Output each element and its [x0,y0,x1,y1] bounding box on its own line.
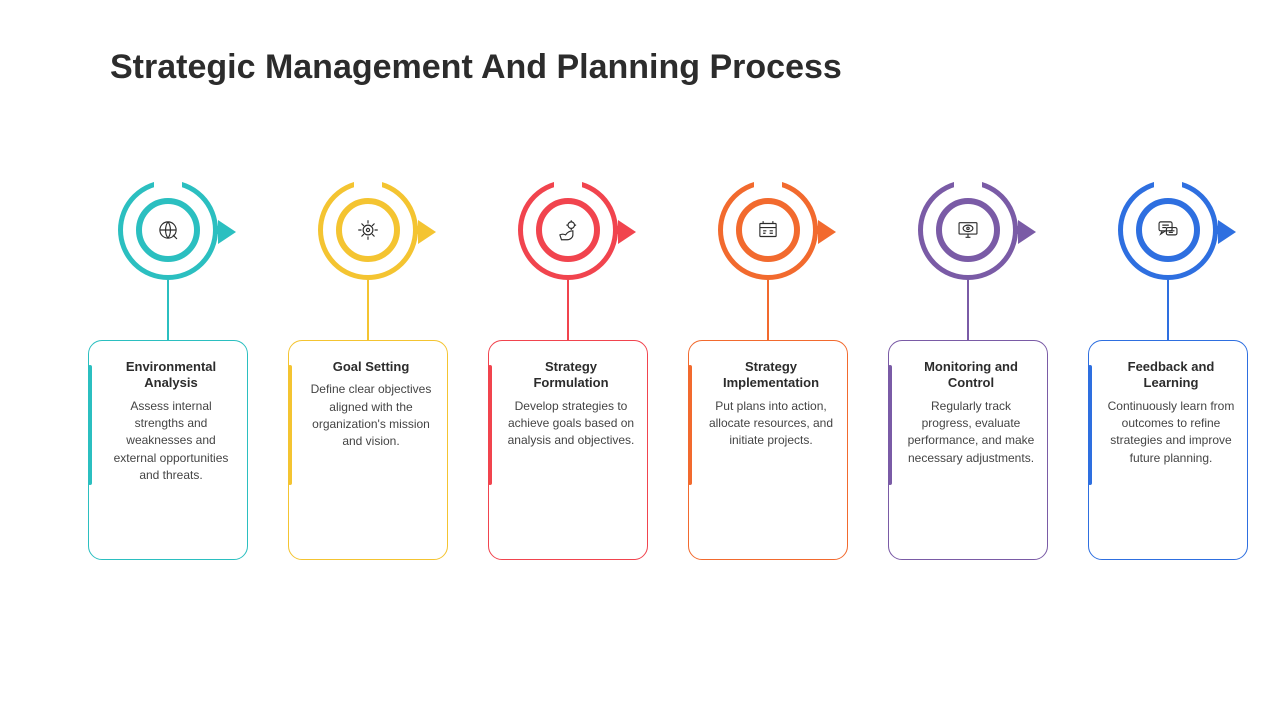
monitor-eye-icon [936,198,1000,262]
step-5-circle [918,180,1018,280]
step-2-desc: Define clear objectives aligned with the… [307,381,435,451]
step-1: Environmental Analysis Assess internal s… [88,180,248,560]
arrow-right-icon [1018,220,1036,244]
card-accent [888,365,892,485]
step-4-circle [718,180,818,280]
step-6: Feedback and Learning Continuously learn… [1088,180,1248,560]
arrow-right-icon [818,220,836,244]
globe-analysis-icon [136,198,200,262]
step-1-circle [118,180,218,280]
connector-line [567,280,569,340]
card-accent [688,365,692,485]
step-3-title: Strategy Formulation [507,359,635,392]
step-2-card: Goal Setting Define clear objectives ali… [288,340,448,560]
arrow-right-icon [618,220,636,244]
page-title: Strategic Management And Planning Proces… [110,48,842,87]
step-2-circle [318,180,418,280]
connector-line [767,280,769,340]
step-4-title: Strategy Implementation [707,359,835,392]
arrow-right-icon [218,220,236,244]
step-5-card: Monitoring and Control Regularly track p… [888,340,1048,560]
step-5: Monitoring and Control Regularly track p… [888,180,1048,560]
goal-gear-icon [336,198,400,262]
strategy-hand-icon [536,198,600,262]
steps-row: Environmental Analysis Assess internal s… [88,180,1240,560]
step-5-title: Monitoring and Control [907,359,1035,392]
arrow-right-icon [418,220,436,244]
step-1-card: Environmental Analysis Assess internal s… [88,340,248,560]
implementation-plan-icon [736,198,800,262]
step-2-title: Goal Setting [307,359,435,375]
step-3: Strategy Formulation Develop strategies … [488,180,648,560]
connector-line [967,280,969,340]
step-5-desc: Regularly track progress, evaluate perfo… [907,398,1035,468]
card-accent [88,365,92,485]
step-3-desc: Develop strategies to achieve goals base… [507,398,635,450]
card-accent [288,365,292,485]
step-4-desc: Put plans into action, allocate resource… [707,398,835,450]
connector-line [367,280,369,340]
step-6-card: Feedback and Learning Continuously learn… [1088,340,1248,560]
step-2: Goal Setting Define clear objectives ali… [288,180,448,560]
step-4-card: Strategy Implementation Put plans into a… [688,340,848,560]
card-accent [488,365,492,485]
step-6-desc: Continuously learn from outcomes to refi… [1107,398,1235,468]
card-accent [1088,365,1092,485]
arrow-right-icon [1218,220,1236,244]
step-6-title: Feedback and Learning [1107,359,1235,392]
step-1-desc: Assess internal strengths and weaknesses… [107,398,235,485]
connector-line [1167,280,1169,340]
feedback-chat-icon [1136,198,1200,262]
step-3-circle [518,180,618,280]
step-6-circle [1118,180,1218,280]
connector-line [167,280,169,340]
step-3-card: Strategy Formulation Develop strategies … [488,340,648,560]
step-1-title: Environmental Analysis [107,359,235,392]
step-4: Strategy Implementation Put plans into a… [688,180,848,560]
